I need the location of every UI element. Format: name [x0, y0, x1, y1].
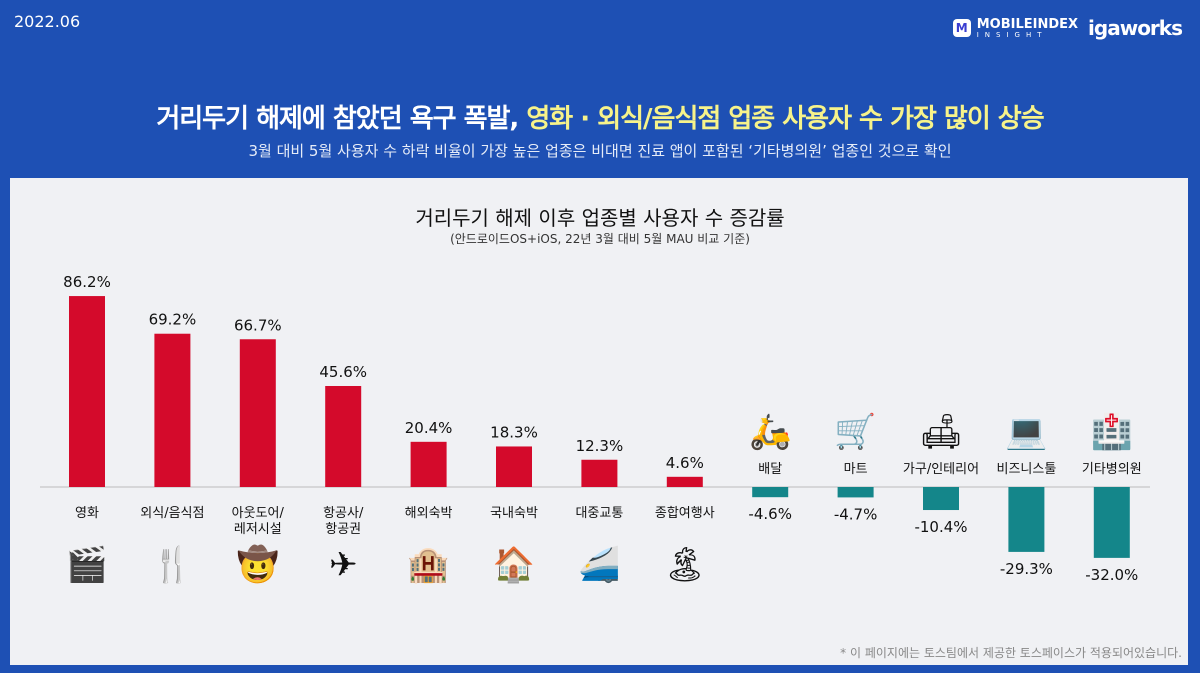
category-label: 대중교통	[575, 506, 623, 521]
igaworks-logo: igaworks	[1088, 16, 1183, 40]
page-subtitle: 3월 대비 5월 사용자 수 하락 비율이 가장 높은 업종은 비대면 진료 앱…	[248, 142, 952, 160]
title-main: 거리두기 해제에 참았던 욕구 폭발,	[156, 104, 527, 134]
mobileindex-text: MOBILEINDEX	[976, 16, 1079, 32]
category-label: 배달	[758, 462, 782, 477]
palm-island-icon: 🏝	[663, 545, 707, 585]
bar	[410, 441, 447, 487]
title-highlight: 영화 · 외식/음식점 업종 사용자 수 가장 많이 상승	[526, 104, 1044, 134]
category-label: 아웃도어/	[232, 506, 285, 521]
data-label: -10.4%	[914, 518, 967, 536]
category-label: 마트	[844, 462, 868, 477]
data-label: -32.0%	[1085, 566, 1138, 584]
chart-subtitle: (안드로이드OS+iOS, 22년 3월 대비 5월 MAU 비교 기준)	[450, 232, 750, 246]
clapper-board-icon: 🎬	[65, 545, 109, 585]
category-label: 외식/음식점	[140, 506, 204, 521]
hospital-icon: 🏥	[1090, 412, 1133, 452]
bar	[69, 296, 105, 487]
category-label: 가구/인테리어	[903, 462, 979, 477]
mobileindex-logo: M MOBILEINDEX INSIGHT	[952, 16, 1079, 39]
hotel-icon: 🏨	[407, 545, 450, 585]
house-icon: 🏠	[492, 545, 536, 585]
bar	[239, 339, 276, 487]
data-label: -4.6%	[748, 505, 792, 523]
data-label: 86.2%	[63, 273, 111, 291]
footnote: * 이 페이지에는 토스팀에서 제공한 토스페이스가 적용되어있습니다.	[840, 646, 1182, 660]
data-label: 66.7%	[234, 316, 282, 334]
data-label: -29.3%	[1000, 560, 1053, 578]
data-label: -4.7%	[834, 505, 878, 523]
airplane-icon: ✈	[328, 545, 358, 585]
bar	[325, 385, 362, 487]
bar	[923, 487, 959, 511]
mobileindex-icon: M	[952, 19, 971, 37]
category-label: 종합여행사	[655, 505, 715, 521]
data-label: 4.6%	[666, 454, 704, 472]
page-title: 거리두기 해제에 참았던 욕구 폭발, 영화 · 외식/음식점 업종 사용자 수…	[0, 98, 1200, 135]
shopping-cart-icon: 🛒	[834, 412, 877, 452]
data-label: 45.6%	[319, 363, 367, 381]
sofa-lamp-icon: 🛋	[919, 412, 963, 452]
person-outdoor-icon: 🤠	[236, 545, 279, 585]
data-label: 18.3%	[490, 423, 538, 441]
category-label: 해외숙박	[405, 506, 453, 521]
bar	[154, 333, 191, 487]
brand-logos: M MOBILEINDEX INSIGHT igaworks	[952, 16, 1183, 40]
fork-knife-icon: 🍴	[151, 545, 194, 585]
category-label: 국내숙박	[490, 506, 538, 521]
chart-title: 거리두기 해제 이후 업종별 사용자 수 증감률	[415, 206, 785, 230]
category-label: 항공권	[325, 522, 361, 537]
train-icon: 🚄	[578, 545, 621, 585]
data-label: 12.3%	[576, 437, 624, 455]
data-label: 20.4%	[405, 419, 453, 437]
bar	[837, 487, 874, 498]
chart-panel	[10, 178, 1188, 665]
category-label: 기타병의원	[1082, 462, 1142, 477]
category-label: 비즈니스툴	[996, 462, 1056, 477]
scooter-icon: 🛵	[749, 412, 792, 452]
bar	[666, 476, 703, 487]
category-label: 영화	[75, 506, 99, 521]
bar	[1008, 487, 1045, 552]
data-label: 69.2%	[149, 311, 197, 329]
bar	[496, 446, 532, 487]
bar	[1093, 487, 1130, 558]
category-label: 항공사/	[323, 506, 364, 521]
bar	[752, 487, 789, 498]
report-date: 2022.06	[14, 12, 81, 31]
laptop-icon: 💻	[1005, 412, 1048, 452]
insight-text: INSIGHT	[976, 30, 1048, 39]
bar	[581, 459, 618, 487]
category-label: 레저시설	[234, 522, 282, 537]
